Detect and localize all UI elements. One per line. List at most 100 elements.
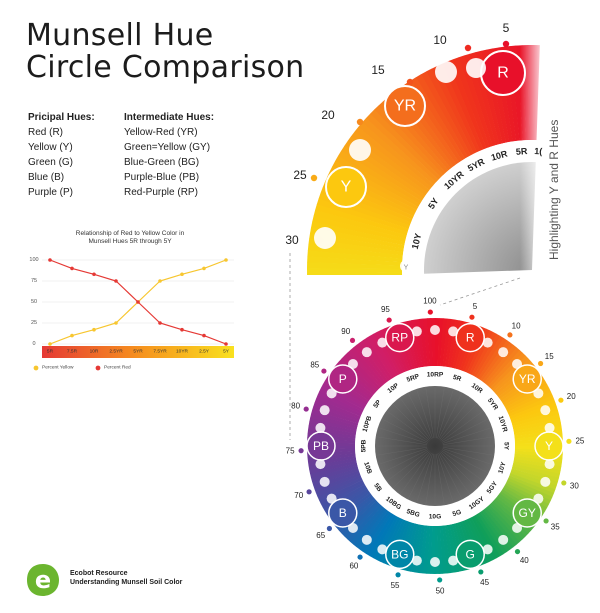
bottom-hue-badge-label: GY — [519, 506, 536, 520]
title-line-1: Munsell Hue — [26, 18, 214, 53]
principal-hue-item: Blue (B) — [28, 172, 65, 183]
top-wheel-wedge — [374, 105, 444, 178]
top-hue-badge — [325, 166, 367, 208]
bottom-wheel-spoke — [442, 436, 495, 445]
logo-line-1: Ecobot Resource — [70, 570, 128, 577]
top-wheel-wedge — [441, 61, 484, 151]
bottom-hue-number: 15 — [545, 352, 554, 361]
bottom-wheel-spoke — [438, 453, 463, 500]
bottom-hue-dot — [430, 325, 440, 335]
bottom-wheel-spoke — [440, 451, 478, 489]
top-wheel-ring-wedge — [408, 225, 431, 236]
chart-point — [48, 342, 52, 346]
bottom-wheel-spoke — [407, 392, 432, 439]
top-hue-number: 15 — [371, 63, 385, 77]
top-wheel-ring-wedge — [470, 153, 484, 175]
top-hue-dot — [349, 139, 371, 161]
top-wheel-wedge — [312, 215, 406, 243]
top-wheel-ring-wedge — [402, 271, 425, 275]
bottom-hue-number: 100 — [423, 297, 437, 306]
bottom-hue-number: 50 — [436, 586, 445, 595]
top-wheel-wedge — [311, 221, 406, 246]
bottom-wheel-spoke — [437, 388, 454, 439]
chart-point — [92, 327, 96, 332]
bottom-wheel-spoke — [407, 453, 432, 500]
bottom-hue-badge-label: PB — [313, 439, 329, 453]
bottom-hue-dot — [315, 459, 326, 470]
chart-xtick: 7.5YR — [153, 349, 167, 355]
top-wheel-wedge — [315, 204, 408, 236]
bottom-wheel-wedge — [309, 417, 357, 432]
bottom-hue-badge — [385, 539, 415, 570]
bottom-hue-pin — [395, 572, 401, 578]
bottom-wheel-wedge — [422, 318, 431, 367]
bottom-wheel-wedge — [366, 513, 395, 557]
chart-xtick: 2.5YR — [109, 349, 123, 355]
chart-point — [202, 333, 206, 338]
bottom-wheel-wedge — [477, 512, 507, 555]
top-wheel-ring-wedge — [483, 148, 495, 170]
chart-point — [158, 321, 162, 325]
chart-ytick: 75 — [31, 278, 37, 284]
chart-ytick: 50 — [31, 299, 37, 305]
bottom-wheel-spoke — [441, 410, 484, 442]
bottom-wheel-wedge — [347, 349, 383, 388]
bottom-hue-pin — [507, 332, 513, 338]
top-wheel-ring-wedge — [509, 141, 517, 164]
top-wheel-ring-wedge — [423, 195, 444, 211]
principal-hue-item: Red (R) — [28, 127, 64, 138]
chart-point — [202, 266, 206, 271]
bottom-wheel-spoke — [392, 451, 430, 489]
bottom-hue-badge-label: G — [466, 547, 475, 561]
chart-point — [114, 279, 118, 283]
bottom-wheel-wedge — [475, 513, 504, 557]
chart-point — [92, 272, 96, 277]
top-wheel-wedge — [335, 155, 420, 208]
bottom-wheel-wedge — [314, 398, 361, 419]
bottom-wheel-wedge — [475, 335, 504, 379]
bottom-hue-number: 10 — [512, 321, 521, 330]
bottom-hue-number: 95 — [381, 305, 390, 314]
top-wheel-ring-wedge — [448, 168, 465, 188]
bottom-hue-number: 35 — [551, 523, 560, 532]
chart-category-band — [42, 346, 234, 358]
bottom-wheel-wedge — [513, 418, 561, 432]
top-wheel-ring-wedge — [403, 248, 426, 256]
bottom-wheel-wedge — [369, 514, 397, 559]
bottom-hue-number: 70 — [294, 491, 303, 500]
top-wheel-wedge — [307, 250, 403, 263]
bottom-wheel-wedge — [350, 347, 385, 386]
chart-ytick: 25 — [31, 320, 37, 326]
bottom-hue-dot — [533, 493, 544, 504]
bottom-hue-number: 45 — [480, 578, 489, 587]
bottom-hue-badge — [512, 364, 542, 394]
chart-xtick: 5R — [47, 349, 54, 355]
bottom-wheel-spoke — [439, 397, 471, 440]
bottom-wheel-wedge — [513, 460, 561, 475]
bottom-wheel-spoke — [399, 397, 431, 440]
principal-hue-item: Yellow (Y) — [28, 142, 73, 153]
bottom-wheel-wedge — [484, 344, 517, 385]
top-wheel-wedge — [415, 74, 468, 159]
bottom-ring-label: 5G — [452, 509, 463, 518]
bottom-wheel-wedge — [509, 473, 556, 494]
bottom-hue-dot — [361, 347, 372, 358]
bottom-ring-label: 5PB — [361, 439, 368, 452]
bottom-hue-dot — [533, 388, 544, 399]
top-wheel-cut-label: Y — [404, 265, 409, 272]
top-wheel-ring-wedge — [476, 150, 489, 173]
bottom-hue-number: 65 — [316, 531, 325, 540]
bottom-hue-dot — [377, 544, 388, 555]
chart-ytick: 100 — [29, 257, 38, 263]
bottom-hue-pin — [386, 317, 392, 323]
bottom-wheel-wedge — [366, 335, 395, 379]
bottom-wheel-wedge — [512, 463, 560, 479]
top-wheel-ring-wedge — [431, 184, 451, 202]
top-wheel-ring-wedge — [459, 160, 474, 181]
bottom-hue-number: 20 — [567, 392, 576, 401]
bottom-hue-dot — [448, 326, 459, 337]
top-wheel-wedge — [420, 71, 471, 157]
bottom-hue-badge-label: B — [339, 506, 347, 520]
logo-text: Ecobot Resource Understanding Munsell So… — [70, 569, 182, 587]
chart-xtick: 10YR — [176, 349, 189, 355]
